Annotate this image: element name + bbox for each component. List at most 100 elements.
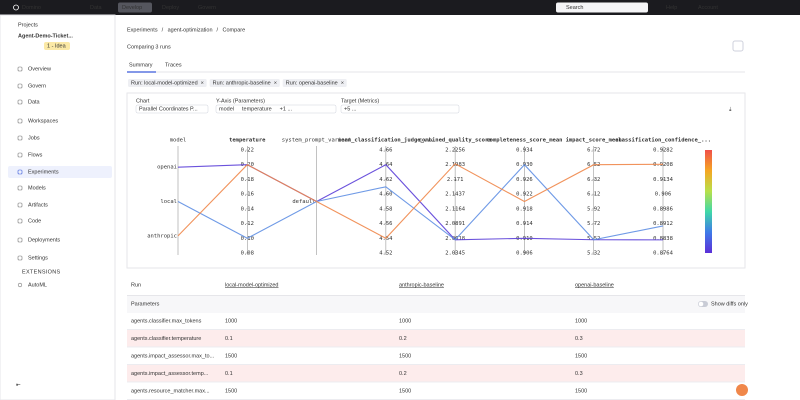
nav-icon bbox=[17, 118, 23, 124]
cell-value: 1000 bbox=[225, 318, 237, 324]
category-label: default bbox=[292, 199, 315, 205]
axis-title: system_prompt_variant bbox=[282, 138, 352, 144]
collapse-icon[interactable]: ⇤ bbox=[16, 382, 21, 388]
cell-value: 1500 bbox=[225, 353, 237, 359]
filter-chip[interactable]: Run: openai-baseline bbox=[286, 80, 338, 86]
download-icon[interactable]: ⤓ bbox=[729, 106, 732, 112]
param-name: agents.classifier.temperature bbox=[131, 336, 201, 342]
sidebar-item[interactable]: Jobs bbox=[28, 135, 40, 141]
page-title: Comparing 3 runs bbox=[127, 44, 171, 50]
tick-label: 5.92 bbox=[587, 206, 600, 212]
tick-label: 6.72 bbox=[587, 148, 600, 154]
sidebar-item[interactable]: Experiments bbox=[28, 169, 59, 175]
tick-label: 0.906 bbox=[655, 192, 672, 198]
tick-label: 2.1164 bbox=[445, 206, 466, 212]
tick-label: 0.918 bbox=[516, 206, 533, 212]
nav-menu[interactable]: Govern bbox=[198, 5, 216, 11]
run-link[interactable]: openai-baseline bbox=[575, 282, 614, 288]
column-header: Run bbox=[131, 282, 141, 288]
param-name: agents.resource_matcher.max... bbox=[131, 388, 210, 394]
tick-label: 0.934 bbox=[516, 148, 533, 154]
projects-link: Projects bbox=[18, 22, 38, 28]
axis-title: temperature bbox=[229, 138, 266, 144]
axis-title: classification_confidence_... bbox=[615, 138, 711, 144]
tick-label: 0.08 bbox=[241, 251, 254, 257]
sidebar-item[interactable]: Data bbox=[28, 99, 41, 105]
tick-label: 4.58 bbox=[379, 206, 392, 212]
sidebar-item[interactable]: Settings bbox=[28, 255, 48, 261]
cell-value: 0.2 bbox=[399, 336, 407, 342]
sidebar-item[interactable]: Govern bbox=[28, 83, 46, 89]
logo: Domino bbox=[22, 5, 41, 11]
sidebar-item[interactable]: Models bbox=[28, 185, 46, 191]
sidebar-item[interactable]: Code bbox=[28, 218, 41, 224]
cell-value: 1500 bbox=[575, 353, 587, 359]
sidebar-item[interactable]: AutoML bbox=[28, 282, 47, 288]
tick-label: 0.9208 bbox=[653, 162, 673, 168]
tick-label: 0.8838 bbox=[653, 236, 673, 242]
nav-icon bbox=[17, 99, 23, 105]
cell-value: 1500 bbox=[575, 388, 587, 394]
select[interactable] bbox=[215, 104, 337, 114]
sidebar-item[interactable]: Deployments bbox=[28, 237, 60, 243]
tick-label: 0.8986 bbox=[653, 206, 673, 212]
cell-value: 1000 bbox=[575, 318, 587, 324]
section-bg bbox=[127, 296, 745, 313]
breadcrumb-sep: / bbox=[217, 27, 219, 33]
chip-remove[interactable]: × bbox=[341, 80, 344, 86]
content: Domino Data Develop Deploy Govern Search Help A… bbox=[13, 4, 748, 400]
run-link[interactable]: local-model-optimized bbox=[225, 282, 279, 288]
search-box[interactable] bbox=[556, 2, 648, 13]
sidebar-item[interactable]: Flows bbox=[28, 152, 43, 158]
chip-remove[interactable]: × bbox=[201, 80, 204, 86]
tick-label: 0.8912 bbox=[653, 221, 673, 227]
nav-icon bbox=[17, 237, 23, 243]
nav-icon bbox=[17, 218, 23, 224]
run-link[interactable]: anthropic-baseline bbox=[399, 282, 444, 288]
tick-label: 4.66 bbox=[379, 148, 392, 154]
tick-label: 4.62 bbox=[379, 177, 392, 183]
nav-menu[interactable]: Develop bbox=[122, 5, 142, 11]
axis-title: model bbox=[170, 138, 187, 144]
section-title: Parameters bbox=[131, 301, 160, 307]
cell-value: 0.1 bbox=[225, 336, 233, 342]
sidebar-item[interactable]: Overview bbox=[28, 66, 51, 72]
sidebar-item[interactable]: Artifacts bbox=[28, 202, 48, 208]
cell-value: 1500 bbox=[399, 353, 411, 359]
tab[interactable]: Summary bbox=[129, 62, 153, 68]
cell-value: 1500 bbox=[225, 388, 237, 394]
tick-label: 0.9282 bbox=[653, 148, 673, 154]
tick-label: 0.18 bbox=[241, 177, 254, 183]
tick-label: 2.171 bbox=[447, 177, 464, 183]
control-label: Y-Axis (Parameters) bbox=[216, 98, 265, 104]
nav-icon bbox=[17, 169, 23, 175]
tick-label: 2.0345 bbox=[445, 251, 465, 257]
nav-menu[interactable]: Deploy bbox=[162, 5, 179, 11]
help-bubble[interactable] bbox=[736, 384, 748, 396]
nav-menu[interactable]: Data bbox=[90, 5, 103, 11]
action-button[interactable] bbox=[732, 40, 744, 52]
cell-value: 0.2 bbox=[399, 371, 407, 377]
tab[interactable]: Traces bbox=[165, 62, 182, 68]
breadcrumb-item[interactable]: agent-optimization bbox=[168, 27, 213, 33]
filter-chip[interactable]: Run: anthropic-baseline bbox=[213, 80, 271, 86]
help-link[interactable]: Help bbox=[666, 5, 677, 11]
breadcrumb-sep: / bbox=[162, 27, 164, 33]
select-chip: model bbox=[219, 106, 234, 112]
tick-label: 4.60 bbox=[379, 192, 392, 198]
active-item-bg bbox=[8, 166, 112, 178]
account-menu[interactable]: Account bbox=[698, 5, 718, 11]
sidebar bbox=[0, 14, 116, 400]
filter-chip[interactable]: Run: local-model-optimized bbox=[131, 80, 198, 86]
select[interactable] bbox=[135, 104, 209, 114]
tick-label: 2.0618 bbox=[445, 236, 465, 242]
param-name: agents.impact_assessor.max_to... bbox=[131, 353, 215, 359]
nav-icon bbox=[17, 185, 23, 191]
param-name: agents.impact_assessor.temp... bbox=[131, 371, 209, 377]
breadcrumb-item[interactable]: Experiments bbox=[127, 27, 158, 33]
chip-remove[interactable]: × bbox=[274, 80, 277, 86]
sidebar-item[interactable]: Workspaces bbox=[28, 118, 58, 124]
nav-icon bbox=[17, 282, 23, 288]
select-value: Parallel Coordinates P... bbox=[139, 106, 198, 112]
select[interactable] bbox=[340, 104, 460, 114]
